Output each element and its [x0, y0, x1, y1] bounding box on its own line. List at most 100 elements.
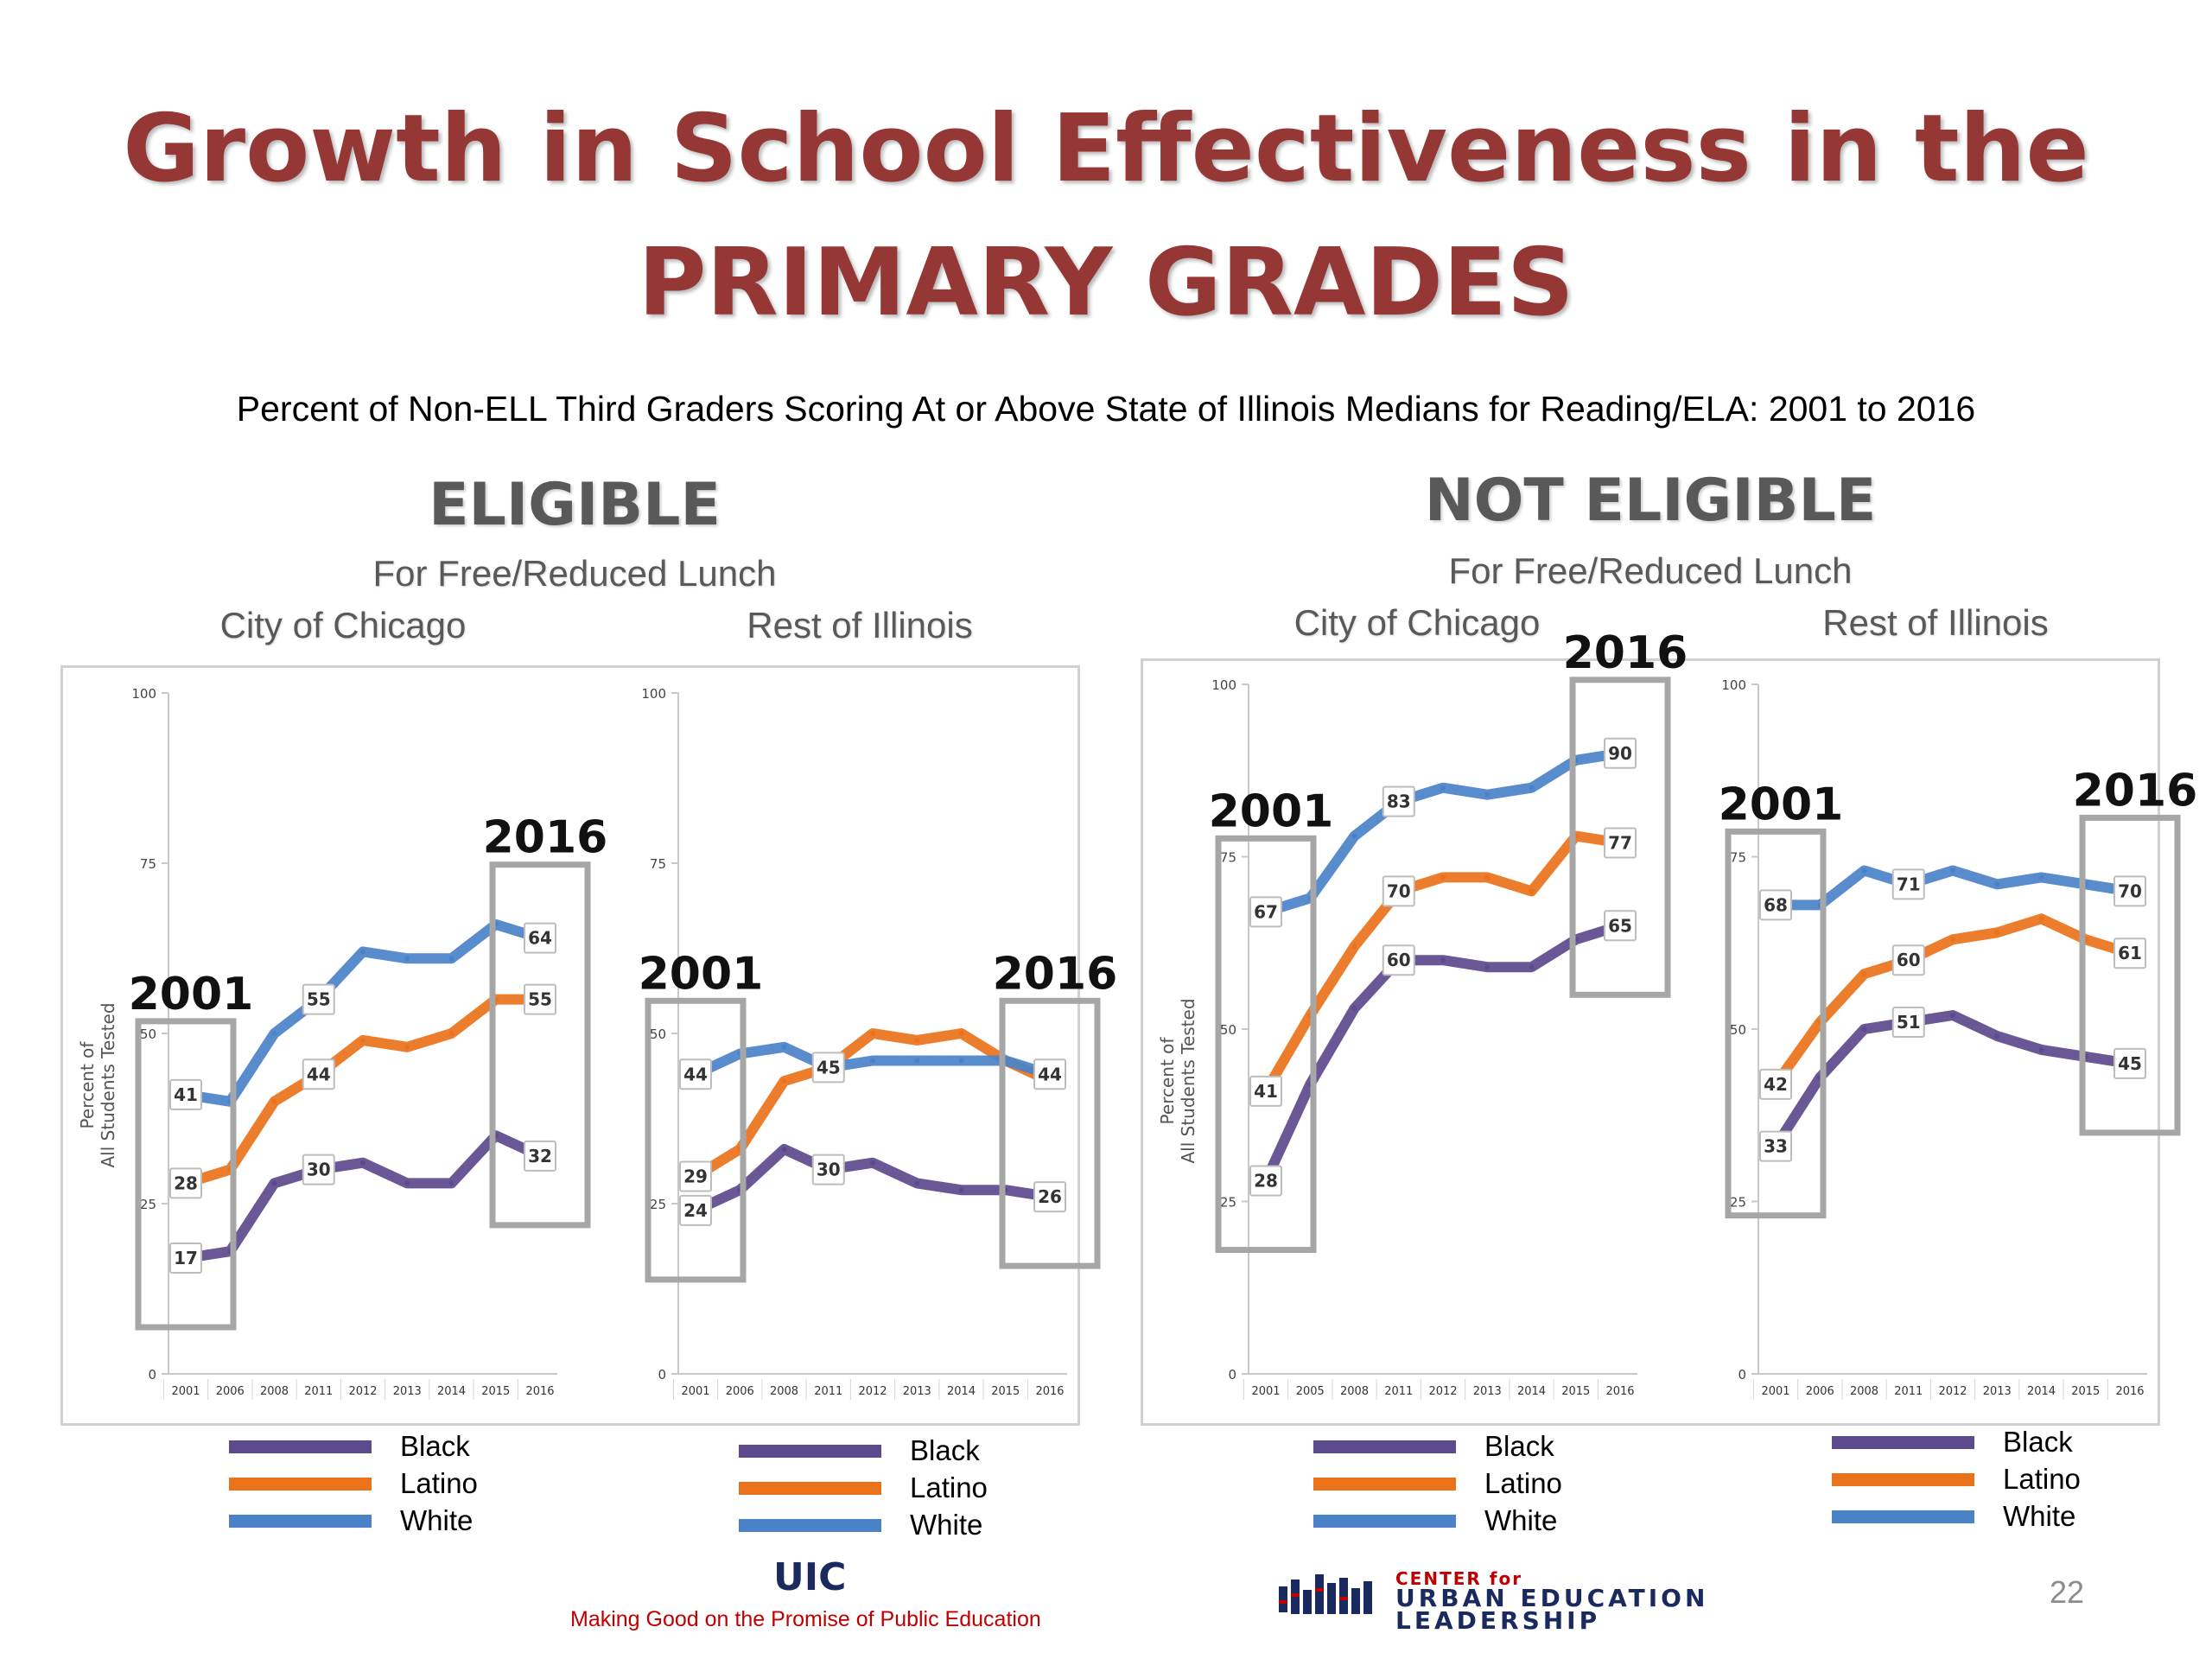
legend-swatch [1832, 1510, 1974, 1523]
data-label: 71 [1897, 874, 1921, 894]
data-label-box [1382, 944, 1415, 976]
chart-not-eligible-rest-of-illinois: 100 75 50 25 0 2001 2006 2008 2011 2012 2013 2014 20… [1719, 677, 2197, 1400]
x-tick-label: 2016 [525, 1385, 554, 1398]
data-point [1861, 868, 1867, 874]
data-point [1950, 868, 1955, 874]
year-annotation-start: 2001 [1719, 779, 1844, 830]
legend-swatch [229, 1515, 372, 1528]
data-point [914, 1037, 920, 1043]
data-label-box [1249, 896, 1282, 928]
legend-label: Black [910, 1434, 980, 1466]
x-tick-label: 2012 [858, 1385, 887, 1398]
data-point [781, 1044, 787, 1050]
group-title-not-eligible: NOT ELIGIBLE [1424, 467, 1877, 535]
legend-swatch [739, 1482, 881, 1495]
cuel-logo: CENTER for URBAN EDUCATION LEADERSHIP [1395, 1570, 1708, 1633]
y-tick-label: 75 [1730, 850, 1746, 866]
x-tick-label: 2014 [947, 1385, 976, 1398]
highlight-box-start [1725, 828, 1827, 1219]
x-tick-label: 2014 [1517, 1385, 1546, 1398]
data-label-box [524, 1140, 556, 1172]
legend-swatch [1313, 1440, 1456, 1453]
data-point [781, 1078, 787, 1084]
data-point [1529, 785, 1535, 791]
data-label: 41 [174, 1084, 198, 1105]
legend-swatch [1313, 1478, 1456, 1491]
legend-swatch [1832, 1436, 1974, 1449]
data-label: 44 [1038, 1064, 1062, 1084]
data-label: 17 [174, 1248, 198, 1268]
x-tick-label: 2012 [1938, 1385, 1967, 1398]
legend-label: Black [2003, 1426, 2073, 1458]
x-tick-label: 2016 [2115, 1385, 2144, 1398]
data-label-box [169, 1167, 202, 1199]
panel-region-label: Rest of Illinois [747, 605, 973, 645]
data-label-box [1891, 868, 1925, 900]
x-tick-label: 2015 [1561, 1385, 1590, 1398]
x-tick-label: 2015 [481, 1385, 510, 1398]
series-line-black [1261, 920, 1625, 1186]
x-tick-label: 2016 [1605, 1385, 1634, 1398]
group-subtitle-eligible: For Free/Reduced Lunch [372, 553, 777, 594]
data-point [271, 1180, 277, 1186]
data-label: 65 [1608, 915, 1632, 936]
data-point [1994, 881, 2000, 887]
data-label: 51 [1897, 1012, 1921, 1033]
data-label-box [302, 1058, 335, 1090]
cuel-logo-icon [1279, 1574, 1372, 1614]
data-label: 90 [1608, 743, 1632, 764]
slide-title-line-1: Growth in School Effectiveness in the [123, 95, 2089, 203]
y-tick-label: 0 [658, 1367, 666, 1382]
data-point [1351, 833, 1357, 839]
y-tick-label: 75 [1220, 850, 1236, 866]
highlight-box-end [2079, 814, 2181, 1136]
data-label: 60 [1897, 950, 1921, 970]
data-label: 41 [1254, 1081, 1278, 1102]
x-tick-label: 2008 [1340, 1385, 1369, 1398]
data-point [1861, 971, 1867, 977]
data-point [1529, 888, 1535, 894]
data-label: 30 [817, 1160, 841, 1180]
panel-region-label: City of Chicago [219, 605, 467, 645]
x-tick-label: 2012 [348, 1385, 377, 1398]
data-point [2038, 1046, 2044, 1052]
legend-label: White [1484, 1504, 1558, 1536]
y-axis-label: All Students Tested [1178, 998, 1198, 1163]
highlight-box-start [645, 997, 747, 1283]
data-label-box [1249, 1165, 1282, 1197]
group-title-eligible: ELIGIBLE [429, 471, 721, 539]
x-tick-label: 2001 [171, 1385, 200, 1398]
data-point [448, 1180, 454, 1186]
legend-label: White [910, 1509, 983, 1541]
highlight-box-end [1569, 677, 1671, 998]
series-line-black [1770, 1010, 2135, 1152]
data-label-box [524, 922, 556, 954]
data-point [271, 1098, 277, 1104]
data-point [1484, 874, 1491, 880]
y-tick-label: 25 [140, 1197, 156, 1212]
data-point [404, 1180, 410, 1186]
data-label-box [1382, 785, 1415, 817]
y-tick-label: 100 [131, 686, 156, 702]
data-label-box [811, 1052, 845, 1084]
data-point [1351, 944, 1357, 950]
data-label: 67 [1254, 901, 1278, 922]
data-point [1529, 964, 1535, 970]
year-annotation-start: 2001 [1209, 785, 1334, 837]
data-point [360, 1037, 365, 1043]
data-point [958, 1058, 964, 1064]
data-point [914, 1058, 920, 1064]
data-point [1440, 957, 1446, 963]
highlight-box-end [999, 997, 1101, 1269]
data-point [1440, 874, 1446, 880]
highlight-box-start [1215, 835, 1317, 1254]
data-point [1484, 791, 1491, 798]
data-label-box [2113, 875, 2146, 907]
data-label-box [1759, 1130, 1792, 1162]
x-tick-label: 2008 [1850, 1385, 1878, 1398]
legend-label: White [400, 1504, 474, 1536]
data-label: 29 [683, 1166, 708, 1186]
y-axis-label: Percent of [1157, 1037, 1178, 1125]
x-tick-label: 2008 [770, 1385, 798, 1398]
legend-swatch [1832, 1473, 1974, 1486]
